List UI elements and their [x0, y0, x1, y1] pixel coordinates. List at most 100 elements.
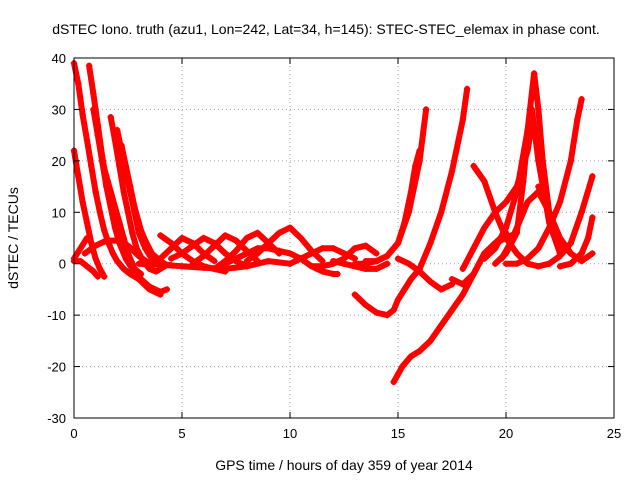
data-point — [211, 242, 218, 249]
series-line — [416, 85, 471, 272]
data-point — [459, 116, 466, 123]
data-point — [92, 188, 99, 195]
series-2 — [70, 147, 108, 280]
data-point — [96, 209, 104, 216]
data-point — [254, 229, 261, 237]
data-point — [589, 250, 596, 257]
data-point — [114, 237, 121, 244]
data-point — [546, 209, 553, 216]
data-point — [81, 250, 88, 257]
data-point — [515, 219, 523, 226]
x-tick-labels: 0 5 10 15 20 25 — [70, 426, 621, 441]
y-tick-label: 20 — [52, 154, 66, 169]
data-point — [520, 178, 527, 185]
x-axis-label: GPS time / hours of day 359 of year 2014 — [215, 457, 473, 473]
data-point — [116, 219, 123, 226]
data-point — [135, 252, 142, 260]
data-point — [101, 273, 108, 280]
series-35 — [502, 95, 585, 267]
data-point — [222, 232, 229, 239]
series-23 — [330, 257, 391, 273]
data-point — [243, 257, 250, 265]
data-point — [407, 275, 415, 283]
series-line — [243, 224, 326, 265]
data-point — [399, 363, 406, 370]
data-point — [111, 203, 119, 211]
data-point — [528, 106, 536, 113]
data-point — [340, 260, 348, 267]
y-tick-label: -20 — [47, 360, 66, 375]
series-22 — [308, 242, 380, 270]
data-point — [157, 255, 164, 262]
data-point — [137, 275, 145, 283]
data-point — [178, 234, 186, 242]
data-point — [589, 214, 596, 221]
data-point — [438, 209, 445, 216]
data-point — [390, 378, 397, 386]
x-tick-label: 15 — [391, 426, 405, 441]
data-point — [276, 247, 283, 255]
plot-frame — [73, 57, 615, 419]
data-point — [243, 234, 250, 242]
data-point — [524, 131, 531, 139]
data-point — [556, 252, 564, 260]
data-point — [513, 250, 520, 257]
series-39 — [556, 214, 596, 270]
data-point — [152, 268, 160, 275]
x-tick-label: 5 — [178, 426, 185, 441]
data-point — [131, 206, 138, 213]
data-point — [330, 257, 337, 265]
data-point — [334, 270, 341, 278]
data-point — [513, 260, 520, 267]
data-point — [107, 188, 114, 195]
data-point — [513, 188, 520, 195]
data-point — [470, 270, 477, 278]
data-point — [114, 257, 121, 265]
y-tick-label: -10 — [47, 308, 66, 323]
data-point — [578, 250, 585, 257]
data-point — [92, 242, 99, 249]
data-point — [427, 278, 434, 285]
data-point — [535, 263, 542, 270]
data-point — [90, 268, 97, 275]
data-point — [308, 263, 315, 270]
data-point — [77, 245, 84, 252]
data-point — [373, 250, 380, 257]
data-point — [98, 157, 106, 165]
y-tick-label: 0 — [59, 257, 66, 272]
data-point — [308, 250, 315, 257]
data-point — [286, 250, 294, 257]
data-point — [118, 142, 125, 149]
y-tick-labels: -30 -20 -10 0 10 20 30 40 — [47, 51, 66, 426]
data-point — [524, 198, 531, 206]
data-point — [416, 157, 423, 165]
data-point — [107, 113, 114, 121]
axis-ticks — [73, 57, 615, 419]
data-point — [556, 263, 564, 270]
data-point — [546, 224, 553, 231]
data-point — [384, 311, 391, 319]
data-point — [163, 286, 171, 293]
data-point — [448, 275, 456, 283]
data-point — [330, 245, 337, 252]
data-point — [470, 245, 477, 252]
plot-area — [70, 59, 596, 386]
data-point — [351, 260, 358, 267]
data-point — [286, 260, 294, 267]
data-point — [556, 198, 564, 206]
data-point — [135, 260, 142, 267]
series-line — [498, 188, 553, 262]
data-point — [394, 255, 402, 262]
x-tick-label: 25 — [607, 426, 621, 441]
data-point — [438, 322, 445, 329]
data-point — [120, 265, 127, 273]
data-point — [122, 167, 130, 175]
data-point — [96, 265, 104, 273]
data-point — [124, 209, 132, 216]
data-point — [148, 250, 155, 257]
data-point — [211, 257, 218, 265]
series-25 — [362, 106, 430, 265]
data-point — [524, 255, 531, 262]
data-point — [492, 260, 499, 267]
data-point — [459, 265, 466, 273]
